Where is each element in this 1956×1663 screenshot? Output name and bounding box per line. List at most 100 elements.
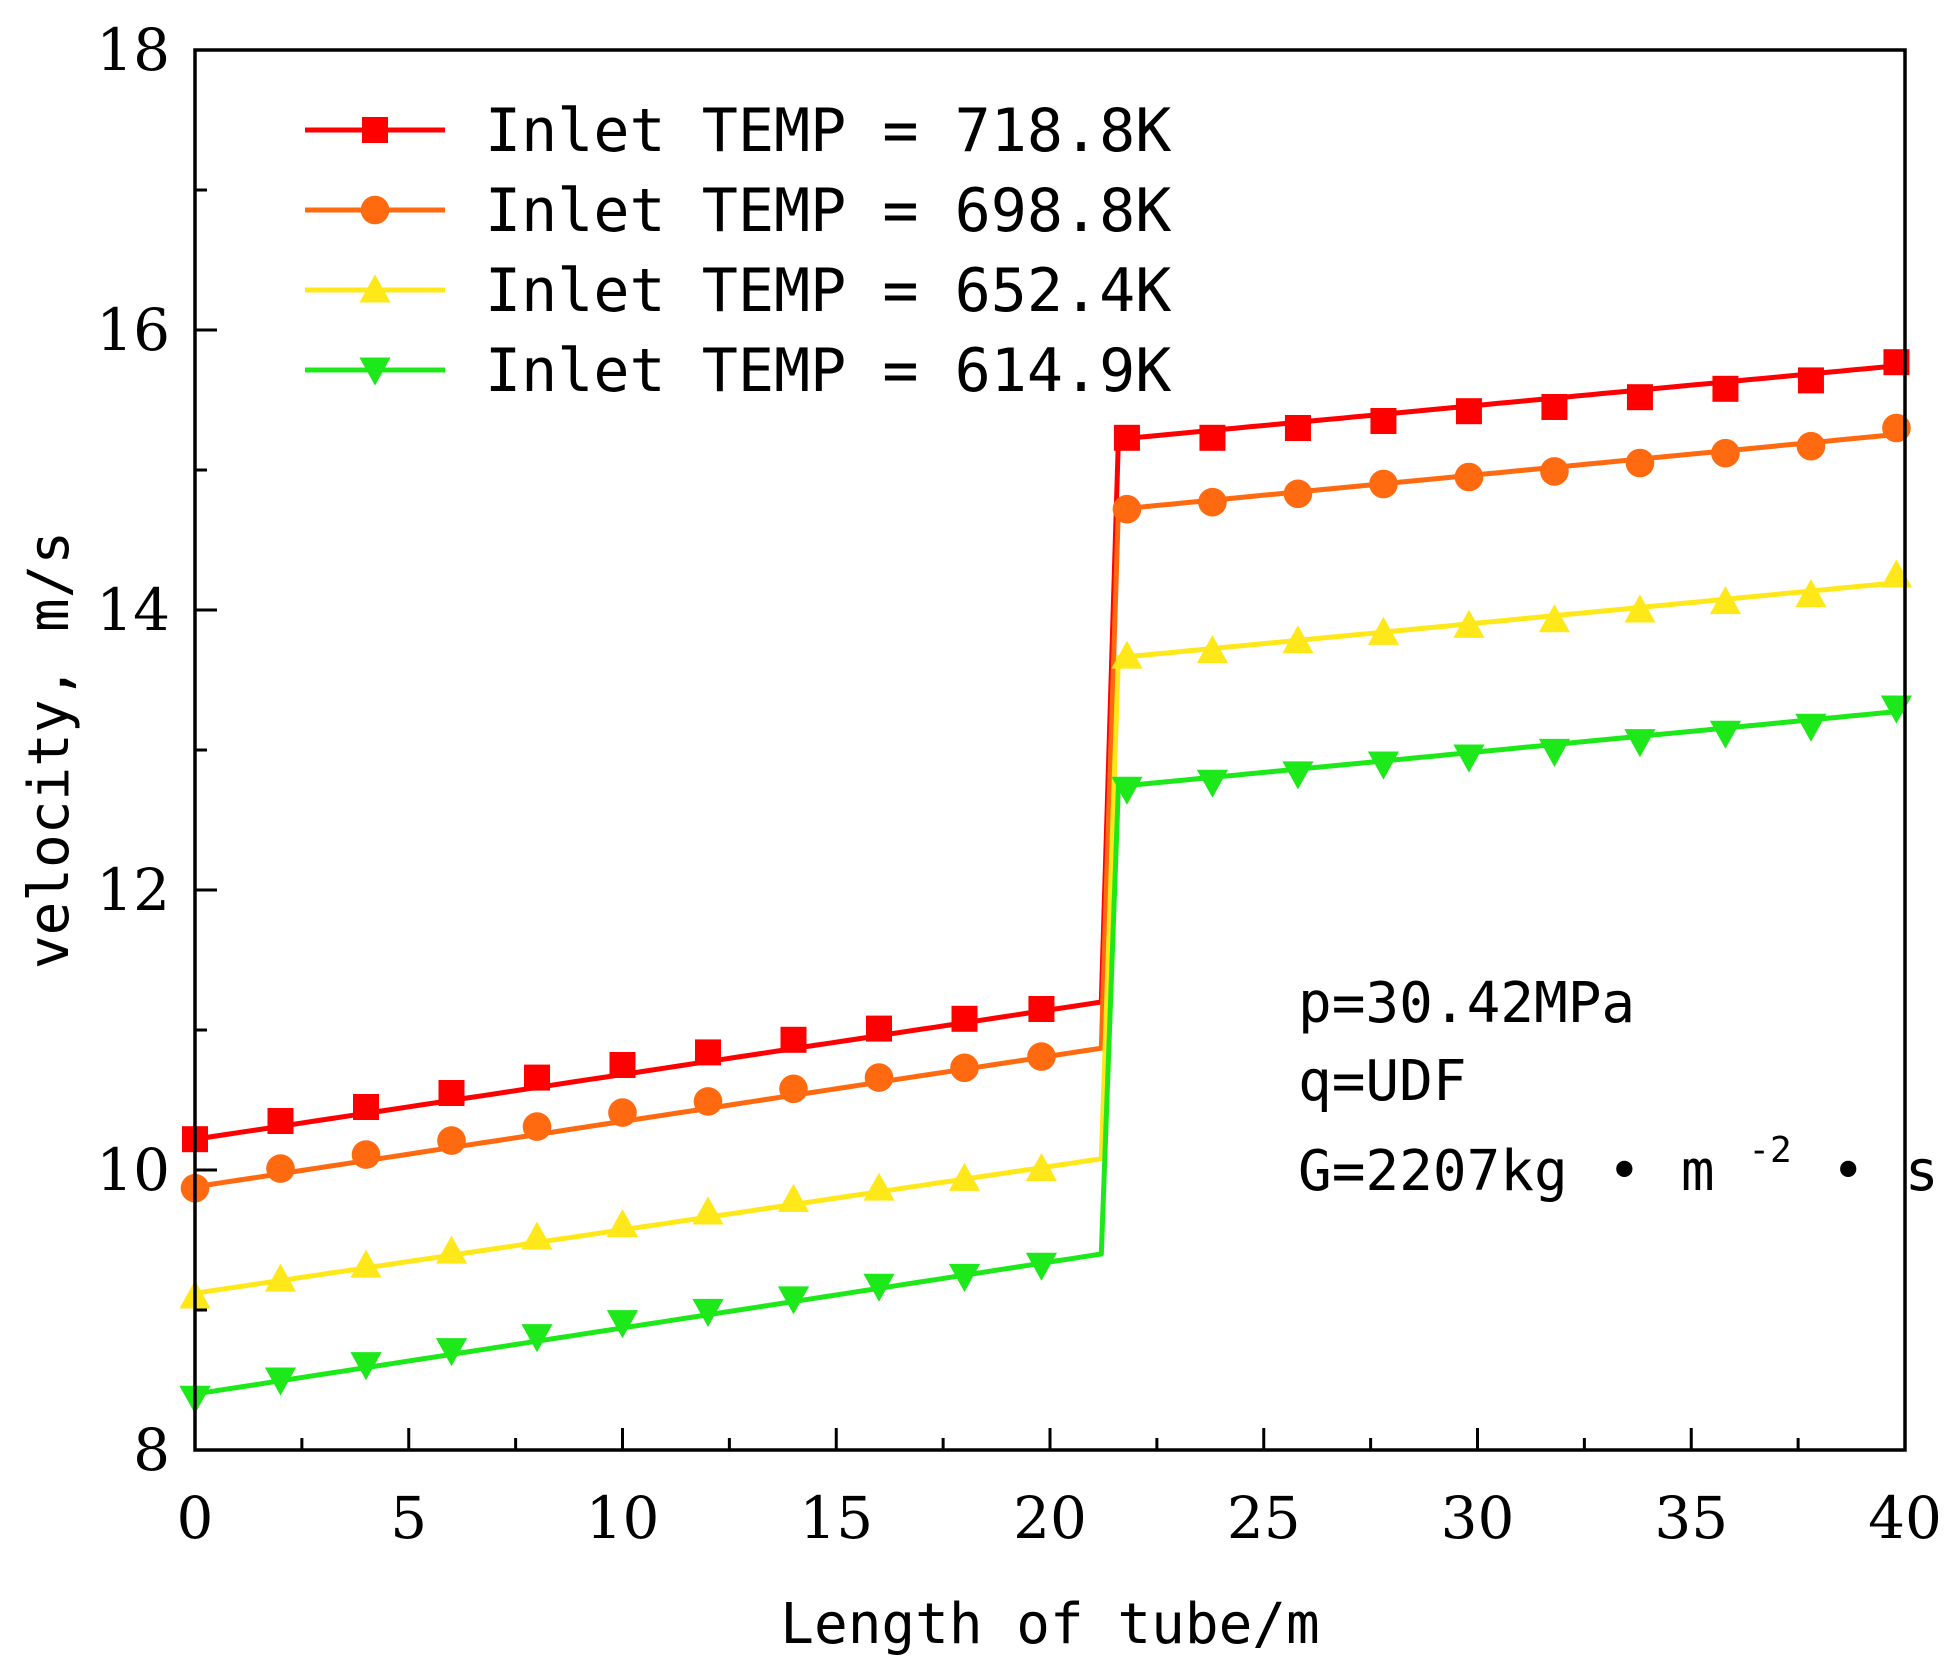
series-3-point-17 bbox=[1538, 604, 1571, 633]
series-1-point-15 bbox=[1370, 408, 1397, 434]
series-4-point-13 bbox=[1196, 769, 1229, 798]
tick-labels: 0 5 10 15 20 25 30 35 40 8 10 12 14 16 18 bbox=[96, 16, 1942, 1552]
x-tick-label-30: 30 bbox=[1441, 1484, 1515, 1552]
series-4-point-3 bbox=[350, 1352, 382, 1381]
series-1-point-9 bbox=[866, 1015, 892, 1042]
x-axis-title: Length of tube/m bbox=[780, 1592, 1319, 1657]
mass-flux-unit-s: s bbox=[1905, 1139, 1939, 1204]
series-4-point-16 bbox=[1453, 744, 1485, 773]
series-3-point-19 bbox=[1709, 586, 1742, 615]
mass-flux-dot-2: • bbox=[1831, 1139, 1865, 1204]
series-2-point-2 bbox=[266, 1154, 295, 1183]
series-1-point-14 bbox=[1284, 415, 1311, 441]
series-2-point-19 bbox=[1711, 438, 1740, 468]
y-tick-label-14: 14 bbox=[96, 576, 170, 644]
series-2-point-9 bbox=[864, 1063, 894, 1092]
legend-item-2: Inlet TEMP = 698.8K bbox=[305, 176, 1171, 246]
series-2-point-7 bbox=[693, 1087, 723, 1116]
series-2-point-15 bbox=[1369, 469, 1398, 499]
series-2-point-5 bbox=[522, 1112, 552, 1141]
mass-flux-unit-m: m bbox=[1681, 1139, 1715, 1204]
series-1-point-4 bbox=[438, 1080, 465, 1106]
series-4-point-11 bbox=[1025, 1252, 1058, 1281]
series-3-point-16 bbox=[1453, 609, 1485, 638]
series-2 bbox=[180, 413, 1911, 1203]
series-3-point-20 bbox=[1795, 579, 1827, 608]
x-tick-label-40: 40 bbox=[1868, 1484, 1942, 1552]
y-tick-label-12: 12 bbox=[96, 856, 170, 924]
y-tick-label-18: 18 bbox=[96, 16, 170, 84]
series-1-point-5 bbox=[524, 1064, 550, 1091]
x-tick-label-20: 20 bbox=[1013, 1484, 1087, 1552]
series-2-point-13 bbox=[1198, 487, 1227, 517]
series-3-point-13 bbox=[1196, 635, 1229, 664]
series-3-point-2 bbox=[264, 1263, 297, 1292]
legend-item-3: Inlet TEMP = 652.4K bbox=[305, 256, 1171, 326]
series-1-point-3 bbox=[353, 1094, 379, 1120]
x-tick-label-10: 10 bbox=[586, 1484, 660, 1552]
series-4-point-9 bbox=[863, 1273, 895, 1302]
series-4-point-18 bbox=[1624, 729, 1656, 758]
series-3-point-4 bbox=[435, 1235, 468, 1264]
series-4-point-4 bbox=[435, 1338, 468, 1367]
series-2-point-11 bbox=[1027, 1042, 1056, 1071]
series-1-point-12 bbox=[1113, 424, 1140, 451]
series-2-point-16 bbox=[1454, 462, 1484, 492]
series-4-point-14 bbox=[1282, 761, 1314, 790]
mass-flux-dot-1: • bbox=[1607, 1139, 1641, 1204]
series-1-point-7 bbox=[695, 1039, 721, 1066]
series-3-point-15 bbox=[1367, 616, 1400, 645]
series-4-point-10 bbox=[948, 1263, 981, 1292]
series-3 bbox=[179, 559, 1913, 1309]
series-3-point-6 bbox=[606, 1209, 639, 1238]
series-1-point-8 bbox=[780, 1026, 807, 1053]
annotation-block: p=30.42MPa q=UDF G=2207kg • m -2 • s -1 bbox=[1298, 971, 1956, 1204]
mass-flux-exp-m: -2 bbox=[1748, 1130, 1791, 1171]
series-2-point-8 bbox=[779, 1074, 808, 1104]
x-tick-label-15: 15 bbox=[799, 1484, 873, 1552]
annotation-mass-flux: G=2207kg • m -2 • s -1 bbox=[1298, 1111, 1956, 1204]
legend-marker-4 bbox=[359, 357, 391, 386]
annotation-heat-flux: q=UDF bbox=[1298, 1049, 1467, 1114]
legend-label-4: Inlet TEMP = 614.9K bbox=[485, 336, 1171, 406]
series-1-point-2 bbox=[267, 1108, 294, 1134]
series-2-point-4 bbox=[437, 1126, 466, 1155]
series-2-point-18 bbox=[1625, 448, 1655, 478]
legend-item-4: Inlet TEMP = 614.9K bbox=[305, 336, 1171, 406]
series-2-point-3 bbox=[351, 1140, 381, 1169]
axis-ticks bbox=[193, 48, 1907, 1452]
series-4-point-6 bbox=[606, 1310, 639, 1339]
y-tick-label-8: 8 bbox=[133, 1416, 170, 1484]
series-2-point-6 bbox=[608, 1098, 637, 1127]
series-4-point-15 bbox=[1367, 751, 1400, 780]
legend-item-1: Inlet TEMP = 718.8K bbox=[305, 96, 1171, 166]
series-2-point-10 bbox=[950, 1053, 979, 1083]
series-3-point-5 bbox=[521, 1221, 553, 1250]
series-3-point-7 bbox=[692, 1196, 724, 1225]
series-3-point-9 bbox=[863, 1172, 895, 1201]
x-tick-label-35: 35 bbox=[1654, 1484, 1728, 1552]
series-1-point-16 bbox=[1455, 398, 1482, 425]
series-3-point-18 bbox=[1624, 594, 1656, 623]
x-tick-label-0: 0 bbox=[177, 1484, 214, 1552]
legend-label-1: Inlet TEMP = 718.8K bbox=[485, 96, 1171, 166]
annotation-pressure: p=30.42MPa bbox=[1298, 971, 1635, 1036]
series-2-point-14 bbox=[1283, 479, 1313, 509]
series-3-point-12 bbox=[1111, 640, 1143, 669]
series-1-point-19 bbox=[1712, 375, 1739, 402]
series-4-point-20 bbox=[1795, 713, 1827, 742]
y-tick-label-10: 10 bbox=[96, 1136, 170, 1204]
series-1-point-13 bbox=[1199, 424, 1226, 451]
series-1-point-18 bbox=[1626, 384, 1653, 411]
legend-label-2: Inlet TEMP = 698.8K bbox=[485, 176, 1171, 246]
legend-marker-3 bbox=[359, 274, 391, 303]
x-tick-label-5: 5 bbox=[390, 1484, 427, 1552]
series-3-point-14 bbox=[1282, 625, 1314, 654]
series-4-point-2 bbox=[264, 1367, 297, 1396]
y-tick-label-16: 16 bbox=[96, 296, 170, 364]
series-1-point-20 bbox=[1797, 367, 1824, 394]
y-axis-title: velocity, m/s bbox=[17, 531, 82, 969]
series-1-point-17 bbox=[1541, 394, 1568, 420]
